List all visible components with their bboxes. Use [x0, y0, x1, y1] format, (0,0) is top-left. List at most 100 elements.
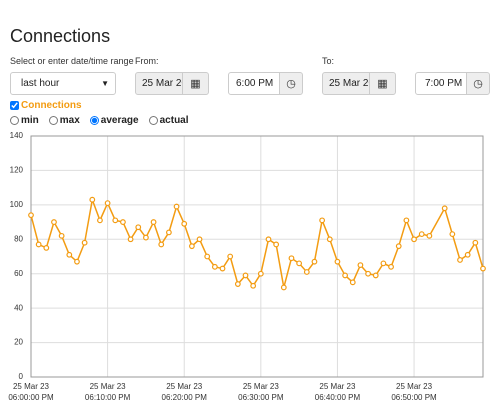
series-toggle[interactable]: Connections — [10, 100, 82, 111]
point — [288, 255, 295, 262]
point — [418, 231, 425, 238]
x-tick-label: 25 Mar 23 06:30:00 PM — [238, 382, 284, 402]
point — [227, 253, 234, 260]
x-tick-label: 25 Mar 23 06:00:00 PM — [8, 382, 54, 402]
to-time[interactable]: 7:00 PM — [415, 72, 467, 95]
point — [472, 239, 479, 246]
calendar-button[interactable]: ▦ — [182, 72, 209, 95]
point — [464, 251, 471, 258]
to-time-text: 7:00 PM — [425, 78, 463, 89]
range-value: last hour — [21, 78, 60, 89]
plot-area — [30, 135, 484, 378]
to-label: To: — [322, 56, 335, 66]
plot-border — [30, 135, 484, 378]
point — [173, 203, 180, 210]
to-date-text: 25 Mar 2023 — [329, 78, 369, 89]
mode-label: min — [21, 115, 39, 126]
point — [104, 200, 111, 207]
range-select[interactable]: last hour ▼ — [10, 72, 116, 95]
point — [242, 272, 249, 279]
mode-option[interactable]: average — [89, 115, 139, 126]
x-tick-label: 25 Mar 23 06:20:00 PM — [161, 382, 207, 402]
point — [181, 220, 188, 227]
point — [457, 257, 463, 263]
calendar-button[interactable]: ▦ — [369, 72, 396, 95]
series-toggle-label: Connections — [21, 100, 82, 111]
clock-button[interactable]: ◷ — [466, 72, 490, 95]
point — [66, 251, 73, 258]
point — [334, 258, 341, 265]
point — [97, 217, 103, 224]
point — [43, 244, 50, 251]
page-title: Connections — [10, 26, 111, 46]
point — [365, 270, 371, 277]
range-label: Select or enter date/time range — [10, 56, 134, 66]
radio[interactable] — [48, 116, 58, 125]
x-tick-label: 25 Mar 23 06:40:00 PM — [314, 382, 361, 402]
radio[interactable] — [10, 116, 19, 125]
point — [250, 282, 257, 289]
to-date[interactable]: 25 Mar 2023 — [322, 72, 370, 95]
point — [311, 258, 318, 265]
clock-button[interactable]: ◷ — [279, 72, 303, 95]
checkbox[interactable] — [10, 101, 19, 110]
point — [357, 262, 364, 269]
point — [257, 270, 264, 277]
point — [219, 265, 226, 272]
mode-option[interactable]: min — [10, 115, 39, 126]
y-tick-label: 60 — [14, 269, 23, 278]
point — [35, 241, 42, 248]
point — [395, 243, 402, 250]
radio[interactable] — [148, 116, 158, 125]
point — [296, 260, 303, 267]
point — [28, 212, 34, 219]
point — [188, 243, 195, 250]
x-tick-label: 25 Mar 23 06:10:00 PM — [84, 382, 131, 402]
select-arrow: ▼ — [101, 79, 109, 88]
from-time-text: 6:00 PM — [236, 78, 274, 89]
y-tick-label: 80 — [14, 234, 23, 243]
point — [426, 232, 433, 239]
point — [326, 236, 333, 243]
mode-label: actual — [159, 115, 189, 126]
radio[interactable] — [89, 116, 99, 125]
point — [372, 272, 379, 279]
from-time[interactable]: 6:00 PM — [228, 72, 280, 95]
mode-label: max — [59, 115, 80, 126]
point — [265, 236, 272, 243]
point — [403, 217, 410, 224]
point — [480, 265, 486, 272]
from-date[interactable]: 25 Mar 2023 — [135, 72, 183, 95]
point — [120, 219, 126, 225]
point — [349, 279, 356, 286]
point — [380, 260, 387, 267]
point — [150, 219, 157, 225]
point — [280, 284, 287, 291]
point — [441, 205, 448, 212]
point — [51, 219, 57, 225]
point — [196, 236, 203, 243]
point — [112, 217, 119, 224]
point — [81, 239, 88, 246]
from-label: From: — [135, 56, 159, 66]
y-tick-label: 140 — [10, 131, 24, 140]
point — [273, 241, 280, 248]
y-tick-label: 0 — [19, 372, 24, 381]
point — [143, 234, 149, 241]
point — [158, 241, 165, 248]
point — [411, 236, 417, 243]
chart: 0 20 40 60 80 100 120 140 — [10, 131, 486, 381]
y-tick-label: 120 — [10, 166, 24, 175]
point — [127, 236, 134, 243]
point — [135, 224, 142, 231]
point — [89, 196, 96, 203]
mode-option[interactable]: max — [48, 115, 80, 126]
point — [388, 263, 394, 270]
mode-option[interactable]: actual — [148, 115, 189, 126]
point — [58, 232, 65, 239]
point — [319, 217, 326, 224]
point — [303, 269, 310, 275]
mode-label: average — [100, 115, 139, 126]
point — [449, 231, 456, 238]
